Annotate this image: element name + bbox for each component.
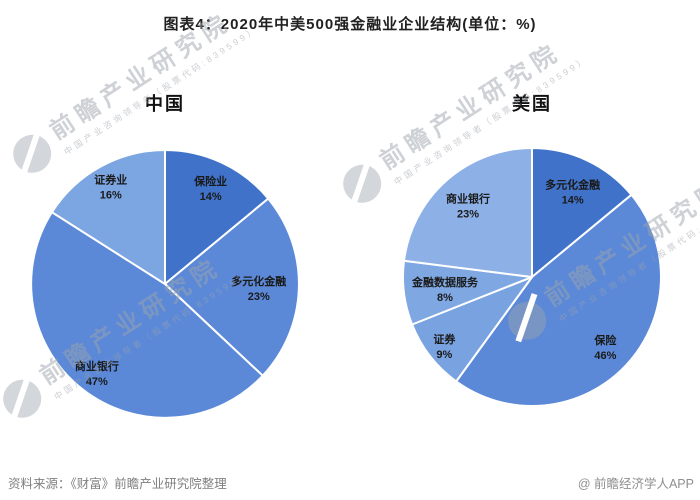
figure-title: 图表4：2020年中美500强金融业企业结构(单位：%) (163, 16, 537, 33)
pie-slice-商业银行 (403, 147, 533, 278)
slice-label: 多元化金融 14% (545, 178, 600, 207)
slice-label: 多元化金融 23% (231, 274, 286, 303)
pie-slice-保险 (455, 193, 662, 407)
slice-label: 证券 9% (433, 332, 456, 361)
china-pie-title: 中国 (145, 94, 185, 114)
pie-slice-多元化金融 (531, 147, 633, 278)
qianzhan-logo-icon (335, 156, 389, 211)
slice-label: 商业银行 47% (75, 359, 119, 388)
slice-label: 保险业 14% (193, 174, 227, 203)
pie-slice-证券业 (50, 149, 166, 285)
slice-label: 证券业 16% (94, 172, 127, 201)
source-note: 资料来源：《财富》前瞻产业研究院整理 (8, 477, 227, 491)
pie-slice-商业银行 (30, 211, 264, 419)
slice-label: 商业银行 23% (446, 191, 490, 220)
us-pie-title: 美国 (512, 94, 552, 114)
slice-label: 保险 46% (593, 333, 617, 362)
pie-slice-多元化金融 (164, 197, 300, 377)
pie-slice-保险业 (164, 149, 270, 285)
footer: 资料来源：《财富》前瞻产业研究院整理 @ 前瞻经济学人APP (0, 473, 700, 492)
slice-label: 金融数据服务 8% (411, 275, 479, 304)
app-credit: @ 前瞻经济学人APP (577, 477, 694, 491)
china-pie-chart: 保险业 14% 多元化金融 23% 商业银行 47% 证券业 16% (30, 149, 300, 419)
us-pie-chart: 多元化金融 14% 保险 46% 证券 9% 金融数据服务 8% 商业银行 23% (402, 147, 662, 407)
